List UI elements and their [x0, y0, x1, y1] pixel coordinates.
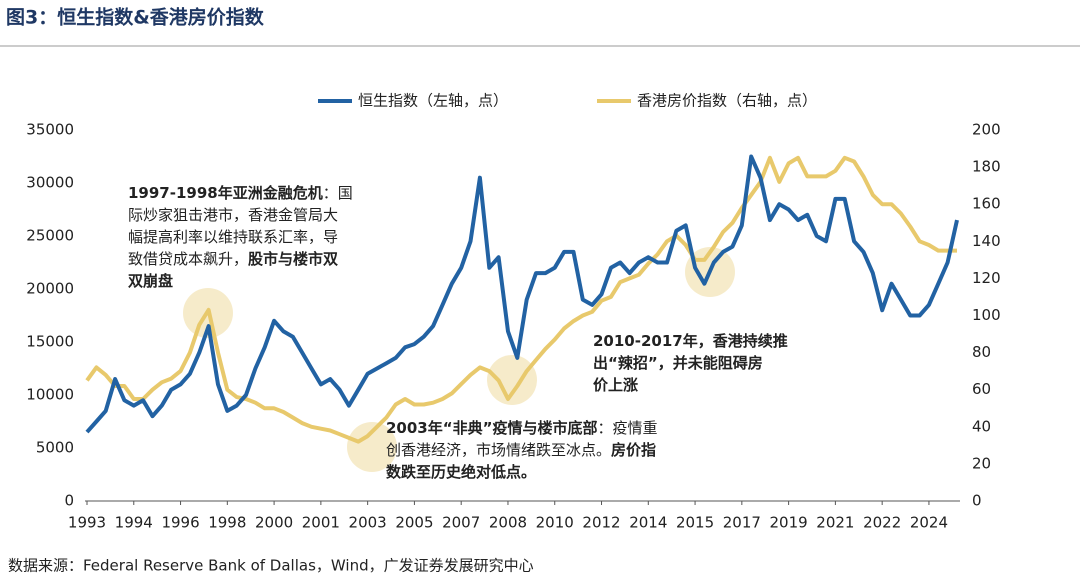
- annotation-text: 数跌至历史绝对低点。: [386, 463, 536, 481]
- x-tick-label: 1994: [115, 514, 153, 532]
- annotation-text: 2003年“非典”疫情与楼市底部: [386, 419, 597, 437]
- y-tick-label: 35000: [26, 121, 74, 139]
- y2-tick-label: 140: [972, 232, 1001, 250]
- annotation-text: 房价指: [611, 441, 656, 459]
- y-tick-label: 15000: [26, 333, 74, 351]
- annotation: 幅提高利率以维持联系汇率，导: [128, 228, 338, 246]
- x-tick-label: 2008: [489, 514, 527, 532]
- annotation: 致借贷成本飙升，股市与楼市双: [128, 250, 338, 268]
- x-tick-label: 2019: [770, 514, 808, 532]
- y-tick-label: 10000: [26, 386, 74, 404]
- y2-tick-label: 180: [972, 158, 1001, 176]
- highlight: [347, 422, 397, 472]
- x-tick-label: 2010: [536, 514, 574, 532]
- annotation: 际炒家狙击港市，香港金管局大: [128, 206, 338, 224]
- annotation: 数跌至历史绝对低点。: [386, 463, 536, 481]
- annotation-text: 幅提高利率以维持联系汇率，导: [128, 228, 338, 246]
- series-line: [85, 155, 957, 444]
- y2-tick-label: 100: [972, 306, 1001, 324]
- x-tick-label: 1996: [161, 514, 199, 532]
- x-tick-label: 2005: [395, 514, 433, 532]
- annotation: 2003年“非典”疫情与楼市底部：疫情重: [386, 419, 657, 437]
- y-tick-label: 30000: [26, 174, 74, 192]
- annotation-text: 1997-1998年亚洲金融危机: [128, 184, 323, 202]
- y2-tick-label: 160: [972, 195, 1001, 213]
- annotation-text: 2010-2017年，香港持续推: [593, 332, 788, 350]
- x-tick-label: 2014: [629, 514, 667, 532]
- y2-tick-label: 40: [972, 417, 991, 435]
- annotation-text: 价上涨: [593, 376, 638, 394]
- x-tick-label: 2001: [302, 514, 340, 532]
- y2-tick-label: 0: [972, 492, 982, 510]
- annotation: 出“辣招”，并未能阻碍房: [593, 354, 763, 372]
- annotation-text: 股市与楼市双: [248, 250, 338, 268]
- x-tick-label: 2022: [863, 514, 901, 532]
- y2-tick-label: 200: [972, 121, 1001, 139]
- highlight: [487, 355, 537, 405]
- x-tick-label: 2007: [442, 514, 480, 532]
- y2-tick-label: 60: [972, 380, 991, 398]
- annotation: 价上涨: [593, 376, 638, 394]
- source-note: 数据来源：Federal Reserve Bank of Dallas，Wind…: [8, 557, 534, 575]
- legend-label: 香港房价指数（右轴，点）: [637, 92, 817, 110]
- annotation: 双崩盘: [128, 272, 173, 290]
- chart-title: 图3：恒生指数&香港房价指数: [6, 6, 265, 29]
- annotation: 2010-2017年，香港持续推: [593, 332, 788, 350]
- annotation-text: 际炒家狙击港市，香港金管局大: [128, 206, 338, 224]
- annotation-text: 致借贷成本飙升，: [128, 250, 248, 268]
- annotation-text: 创香港经济，市场情绪跌至冰点。: [386, 441, 611, 459]
- legend-label: 恒生指数（左轴，点）: [358, 92, 508, 110]
- x-tick-label: 2012: [582, 514, 620, 532]
- y2-tick-label: 80: [972, 343, 991, 361]
- annotation-text: 双崩盘: [128, 272, 173, 290]
- annotation: 1997-1998年亚洲金融危机：国: [128, 184, 353, 202]
- annotation: 创香港经济，市场情绪跌至冰点。房价指: [386, 441, 656, 459]
- y-tick-label: 0: [64, 492, 74, 510]
- x-tick-label: 2024: [910, 514, 948, 532]
- annotation-text: ：国: [323, 184, 353, 202]
- x-tick-label: 2017: [723, 514, 761, 532]
- x-tick-label: 2015: [676, 514, 714, 532]
- x-tick-label: 1993: [68, 514, 106, 532]
- annotation-text: ：疫情重: [597, 419, 657, 437]
- x-tick-label: 1998: [208, 514, 246, 532]
- annotation-text: 出“辣招”，并未能阻碍房: [593, 354, 763, 372]
- y2-tick-label: 120: [972, 269, 1001, 287]
- y-tick-label: 20000: [26, 280, 74, 298]
- x-tick-label: 2003: [349, 514, 387, 532]
- y2-tick-label: 20: [972, 454, 991, 472]
- series-line: [85, 154, 959, 434]
- x-tick-label: 2021: [816, 514, 854, 532]
- y-tick-label: 25000: [26, 227, 74, 245]
- y-tick-label: 5000: [36, 439, 74, 457]
- x-tick-label: 2000: [255, 514, 293, 532]
